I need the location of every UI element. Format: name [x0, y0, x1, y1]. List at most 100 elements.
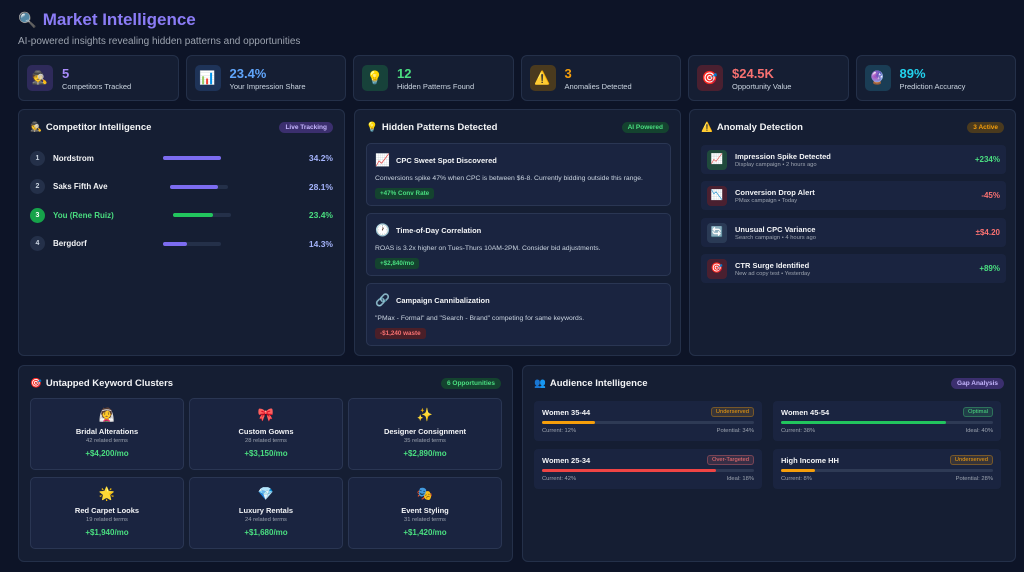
chart-up-icon: 📈	[375, 153, 390, 167]
keyword-card[interactable]: 🌟 Red Carpet Looks 19 related terms +$1,…	[30, 477, 184, 549]
competitor-name: Nordstrom	[53, 153, 94, 163]
competitor-list: 1 Nordstrom 34.2% 2 Saks Fifth Ave 28.1%…	[19, 144, 344, 258]
live-tracking-badge: Live Tracking	[279, 122, 333, 133]
page-subtitle: AI-powered insights revealing hidden pat…	[18, 36, 301, 47]
diamond-icon: 💎	[257, 486, 275, 501]
stat-label: Hidden Patterns Found	[397, 81, 475, 91]
anomaly-value: +89%	[979, 264, 1000, 273]
anomaly-item[interactable]: 📉 Conversion Drop Alert PMax campaign • T…	[701, 181, 1006, 210]
keyword-card[interactable]: 💎 Luxury Rentals 24 related terms +$1,68…	[189, 477, 343, 549]
segment-bar	[542, 469, 754, 472]
anomaly-item[interactable]: 🔄 Unusual CPC Variance Search campaign • …	[701, 218, 1006, 247]
keyword-value: +$4,200/mo	[85, 449, 129, 458]
keyword-value: +$2,890/mo	[403, 449, 447, 458]
page-header: 🔍 Market Intelligence AI-powered insight…	[18, 10, 300, 47]
competitor-rank: 1	[30, 150, 45, 166]
keyword-card[interactable]: ✨ Designer Consignment 35 related terms …	[348, 398, 502, 470]
keyword-card[interactable]: 🎀 Custom Gowns 28 related terms +$3,150/…	[189, 398, 343, 470]
link-icon: 🔗	[375, 293, 390, 307]
stat-card-competitors[interactable]: 🕵️ 5 Competitors Tracked	[18, 55, 179, 101]
active-count-badge: 3 Active	[967, 122, 1004, 133]
segment-name: Women 25-34	[542, 455, 591, 465]
segment-current: Current: 8%	[781, 476, 812, 482]
stat-label: Your Impression Share	[229, 81, 306, 91]
stat-card-anomalies[interactable]: ⚠️ 3 Anomalies Detected	[520, 55, 681, 101]
segment-bar	[781, 421, 993, 424]
pattern-desc: "PMax - Formal" and "Search - Brand" com…	[375, 315, 585, 322]
segment-target: Potential: 28%	[955, 476, 993, 482]
keyword-title: Event Styling	[401, 506, 449, 515]
pattern-title: Time-of-Day Correlation	[395, 225, 482, 235]
segment-bar-fill	[781, 421, 947, 424]
sparkles-icon: ✨	[416, 407, 434, 422]
segment-name: High Income HH	[781, 455, 839, 465]
warning-icon: ⚠️	[701, 122, 713, 133]
stat-value: 12	[397, 65, 412, 81]
competitor-row[interactable]: 4 Bergdorf 14.3%	[19, 230, 344, 259]
magnifier-icon: 🔍	[18, 12, 37, 29]
bar-chart-icon: 📊	[194, 65, 221, 91]
competitor-row[interactable]: 1 Nordstrom 34.2%	[19, 144, 344, 173]
keyword-title: Designer Consignment	[383, 427, 467, 436]
lightbulb-icon: 💡	[366, 122, 378, 133]
detective-icon: 🕵️	[30, 122, 42, 133]
segment-status-badge: Underserved	[949, 455, 993, 465]
stat-card-accuracy[interactable]: 🔮 89% Prediction Accuracy	[855, 55, 1016, 101]
keyword-sub: 35 related terms	[404, 438, 446, 444]
anomaly-sub: New ad copy test • Yesterday	[735, 270, 811, 277]
stat-value: 23.4%	[229, 65, 267, 81]
keyword-sub: 31 related terms	[404, 517, 446, 523]
stat-card-impression-share[interactable]: 📊 23.4% Your Impression Share	[185, 55, 346, 101]
pattern-card[interactable]: 📈 CPC Sweet Spot Discovered Conversions s…	[366, 143, 671, 206]
pattern-title: Campaign Cannibalization	[395, 295, 490, 305]
gap-analysis-badge: Gap Analysis	[951, 378, 1004, 389]
segment-current: Current: 38%	[781, 428, 816, 434]
keyword-sub: 42 related terms	[86, 438, 128, 444]
anomaly-item[interactable]: 🎯 CTR Surge Identified New ad copy test •…	[701, 254, 1006, 283]
page-title: 🔍 Market Intelligence	[18, 10, 300, 30]
panel-title: Anomaly Detection	[716, 122, 803, 133]
stat-value: 89%	[899, 65, 926, 81]
anomaly-item[interactable]: 📈 Impression Spike Detected Display campa…	[701, 145, 1006, 174]
segment-bar-fill	[781, 469, 815, 472]
keyword-title: Luxury Rentals	[238, 506, 294, 515]
anomaly-value: ±$4.20	[975, 228, 1000, 237]
audience-segment[interactable]: High Income HH Underserved Current: 8% P…	[773, 449, 1001, 489]
pattern-desc: Conversions spike 47% when CPC is betwee…	[375, 175, 643, 182]
audience-segment[interactable]: Women 35-44 Underserved Current: 12% Pot…	[534, 401, 762, 441]
stat-value: 3	[564, 65, 572, 81]
competitor-row[interactable]: 3 You (Rene Ruiz) 23.4%	[19, 201, 344, 230]
competitor-row[interactable]: 2 Saks Fifth Ave 28.1%	[19, 173, 344, 202]
stat-label: Competitors Tracked	[62, 81, 132, 91]
stat-card-opportunity[interactable]: 🎯 $24.5K Opportunity Value	[688, 55, 849, 101]
keyword-card[interactable]: 👰 Bridal Alterations 42 related terms +$…	[30, 398, 184, 470]
anomaly-title: Conversion Drop Alert	[735, 187, 815, 197]
pattern-card[interactable]: 🕐 Time-of-Day Correlation ROAS is 3.2x hi…	[366, 213, 671, 276]
keyword-card[interactable]: 🎭 Event Styling 31 related terms +$1,420…	[348, 477, 502, 549]
competitor-share: 14.3%	[308, 238, 333, 249]
audience-segment[interactable]: Women 25-34 Over-Targeted Current: 42% I…	[534, 449, 762, 489]
competitor-rank: 2	[30, 179, 45, 195]
ribbon-icon: 🎀	[257, 407, 275, 422]
stat-card-patterns[interactable]: 💡 12 Hidden Patterns Found	[353, 55, 514, 101]
pattern-desc: ROAS is 3.2x higher on Tues-Thurs 10AM-2…	[375, 245, 601, 252]
warning-icon: ⚠️	[529, 65, 556, 91]
audience-segment[interactable]: Women 45-54 Optimal Current: 38% Ideal: …	[773, 401, 1001, 441]
lightbulb-icon: 💡	[362, 65, 388, 91]
segment-status-badge: Over-Targeted	[706, 455, 754, 465]
panel-title: Untapped Keyword Clusters	[45, 378, 174, 389]
theater-masks-icon: 🎭	[416, 486, 434, 501]
anomaly-value: -45%	[981, 191, 1000, 200]
share-bar	[163, 213, 283, 218]
keyword-panel: 🎯 Untapped Keyword Clusters 6 Opportuniti…	[18, 365, 513, 562]
keyword-value: +$3,150/mo	[244, 449, 288, 458]
keyword-title: Custom Gowns	[238, 427, 294, 436]
share-bar-fill	[173, 213, 213, 218]
segment-target: Ideal: 40%	[965, 428, 993, 434]
refresh-icon: 🔄	[707, 222, 727, 243]
segment-bar	[542, 421, 754, 424]
pattern-card[interactable]: 🔗 Campaign Cannibalization "PMax - Formal…	[366, 283, 671, 346]
keyword-sub: 28 related terms	[245, 438, 287, 444]
pattern-tag: -$1,240 waste	[375, 328, 426, 339]
segment-current: Current: 12%	[542, 428, 577, 434]
